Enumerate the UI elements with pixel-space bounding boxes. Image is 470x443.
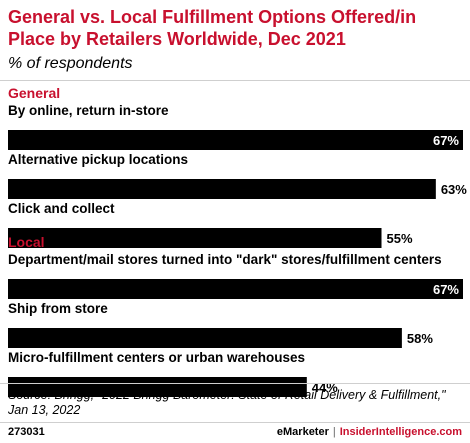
brand-emarketer: eMarketer xyxy=(276,426,329,438)
bar xyxy=(8,279,463,299)
brand-insider-intelligence: InsiderIntelligence.com xyxy=(339,426,462,438)
bar xyxy=(8,377,307,397)
chart-id: 273031 xyxy=(8,426,45,438)
bar xyxy=(8,130,463,150)
footer-brand: eMarketer | InsiderIntelligence.com xyxy=(277,426,462,439)
chart-subtitle: % of respondents xyxy=(8,55,133,72)
group-label-general: General xyxy=(8,85,60,101)
category-label: By online, return in-store xyxy=(8,103,169,118)
footer-divider xyxy=(0,422,470,423)
value-label: 58% xyxy=(407,331,433,346)
category-label: Click and collect xyxy=(8,201,115,216)
value-label: 67% xyxy=(433,282,459,297)
value-label: 55% xyxy=(387,231,413,246)
value-label: 67% xyxy=(433,133,459,148)
category-label: Ship from store xyxy=(8,301,108,316)
value-label: 63% xyxy=(441,182,467,197)
category-label: Micro-fulfillment centers or urban wareh… xyxy=(8,350,305,365)
brand-separator: | xyxy=(332,426,336,438)
top-divider xyxy=(0,80,470,81)
source-note: Source: Bringg, "2022 Bringg Barometer: … xyxy=(8,388,446,417)
bar xyxy=(8,179,436,199)
category-label: Department/mail stores turned into "dark… xyxy=(8,252,442,267)
category-label: Alternative pickup locations xyxy=(8,152,188,167)
chart-title: General vs. Local Fulfillment Options Of… xyxy=(8,7,417,49)
bar xyxy=(8,328,402,348)
bottom-divider xyxy=(0,383,470,384)
group-label-local: Local xyxy=(8,234,45,250)
bar xyxy=(8,228,382,248)
